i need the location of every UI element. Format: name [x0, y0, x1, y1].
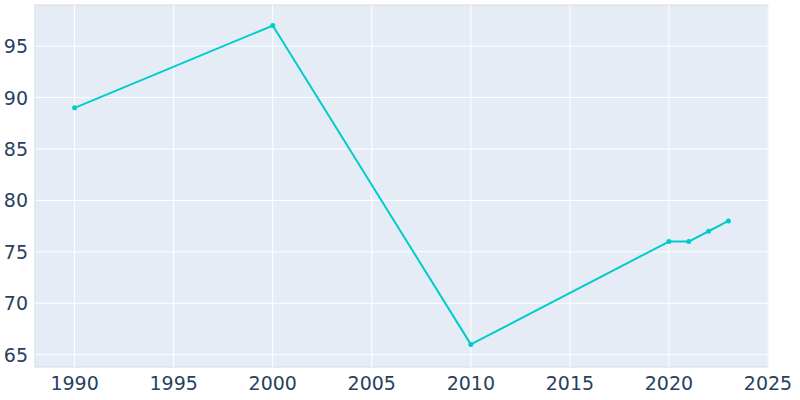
- y-tick-label: 65: [4, 344, 28, 366]
- x-grid-line: [668, 5, 669, 367]
- y-tick-label: 85: [4, 138, 28, 160]
- x-tick-label: 2020: [645, 372, 693, 394]
- x-tick-label: 1990: [50, 372, 98, 394]
- y-grid-line: [35, 46, 768, 47]
- y-tick-label: 75: [4, 241, 28, 263]
- grid: [35, 5, 768, 367]
- y-grid-line: [35, 251, 768, 252]
- point: [726, 218, 731, 223]
- chart-svg: 1990 1995 2000 2005 2010 2015 2020 2025 65 70 75 80…: [0, 0, 800, 400]
- line: [75, 26, 729, 345]
- chart-container: 1990 1995 2000 2005 2010 2015 2020 2025 65 70 75 80…: [0, 0, 800, 400]
- x-grid-line: [470, 5, 471, 367]
- y-grid-line: [35, 303, 768, 304]
- data-group: [72, 23, 731, 347]
- x-grid-line: [272, 5, 273, 367]
- x-tick-label: 2025: [744, 372, 792, 394]
- point: [72, 105, 77, 110]
- x-grid-line: [74, 5, 75, 367]
- point: [706, 229, 711, 234]
- y-grid-line: [35, 148, 768, 149]
- x-grid-line: [569, 5, 570, 367]
- y-tick-label: 70: [4, 292, 28, 314]
- point: [686, 239, 691, 244]
- y-tick-label: 80: [4, 189, 28, 211]
- y-grid-line: [35, 354, 768, 355]
- x-tick-label: 1995: [149, 372, 197, 394]
- y-grid-line: [35, 97, 768, 98]
- x-grid-line: [173, 5, 174, 367]
- x-grid-line: [768, 5, 769, 367]
- point: [666, 239, 671, 244]
- y-grid-line: [35, 200, 768, 201]
- x-tick-label: 2015: [546, 372, 594, 394]
- plot-area: [35, 5, 768, 367]
- point: [270, 23, 275, 28]
- point: [468, 342, 473, 347]
- x-tick-label: 2000: [249, 372, 297, 394]
- y-tick-label: 90: [4, 87, 28, 109]
- x-tick-label: 2010: [447, 372, 495, 394]
- x-tick-label: 2005: [348, 372, 396, 394]
- y-tick-label: 95: [4, 35, 28, 57]
